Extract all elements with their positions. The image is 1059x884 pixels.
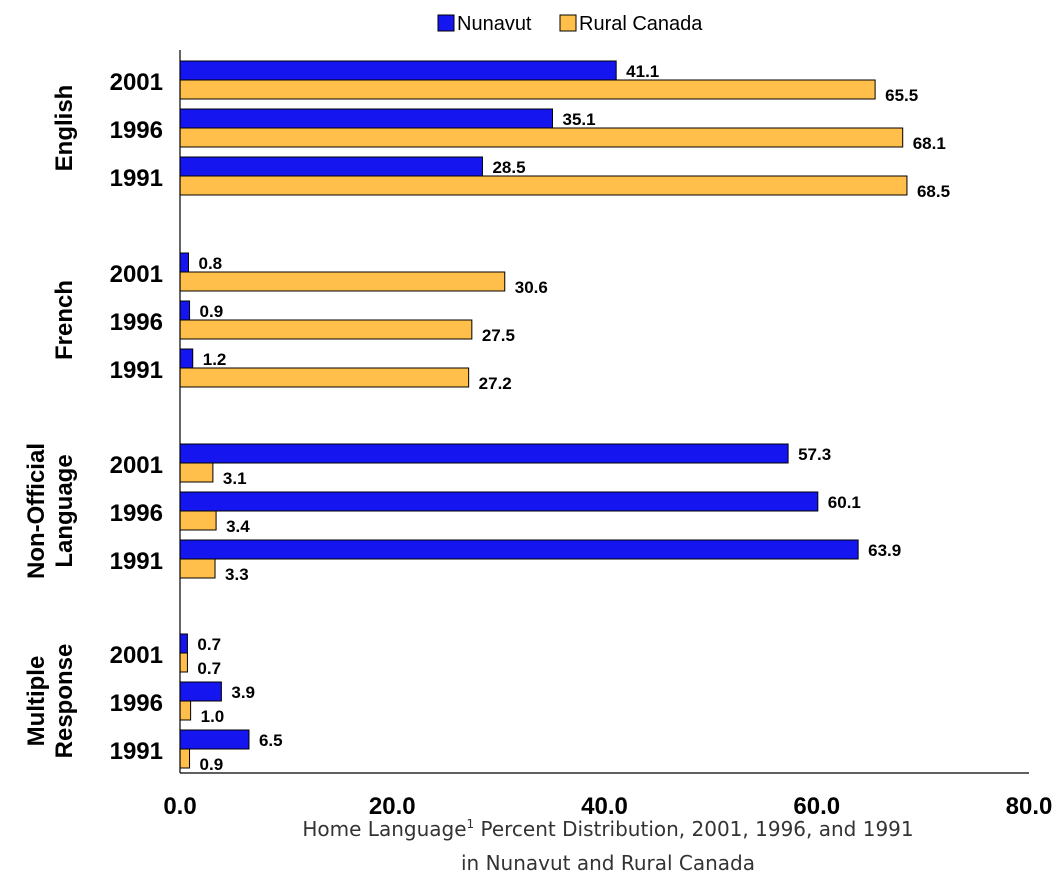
x-tick-label: 20.0 [369,793,416,820]
data-label: 0.7 [197,635,221,654]
group-label: English [51,85,78,172]
bar-nunavut [179,491,819,512]
caption-superscript: 1 [467,817,475,831]
bar-rural-canada [179,700,192,721]
group-label: MultipleResponse [23,644,78,759]
legend-swatch-1 [559,14,577,32]
data-label: 60.1 [828,493,861,512]
labels: 2001 41.1 65.5 1996 35.1 68.1 1991 28.5 68.5 Engl… [23,62,950,774]
data-label: 27.2 [479,374,512,393]
caption-line-2: in Nunavut and Rural Canada [461,851,755,875]
year-label: 1996 [110,690,163,717]
axes: 0.0 20.0 40.0 60.0 80.0 [163,50,1052,820]
year-label: 2001 [110,69,163,96]
bar-nunavut [179,60,617,81]
data-label: 0.9 [200,302,224,321]
group-label: Non-OfficialLanguage [23,443,78,579]
bar-rural-canada [179,652,188,673]
data-label: 3.9 [231,683,255,702]
bar-nunavut [179,156,483,177]
bar-rural-canada [179,79,876,100]
bar-rural-canada [179,367,470,388]
year-label: 1996 [110,500,163,527]
bar-nunavut [179,348,194,369]
year-label: 2001 [110,452,163,479]
x-tick-label: 80.0 [1006,793,1053,820]
year-label: 1991 [110,357,163,384]
year-label: 1991 [110,548,163,575]
data-label: 0.7 [197,659,221,678]
group-label: French [51,280,78,360]
data-label: 0.8 [198,254,222,273]
legend-swatch-0 [437,14,455,32]
data-label: 35.1 [562,110,595,129]
bar-nunavut [179,633,188,654]
legend-label-0: Nunavut [457,13,532,35]
year-label: 2001 [110,261,163,288]
year-label: 2001 [110,642,163,669]
year-label: 1991 [110,165,163,192]
bars [179,60,908,769]
bar-rural-canada [179,175,908,196]
legend: Nunavut Rural Canada [437,13,703,35]
data-label: 28.5 [492,158,525,177]
caption-line-1: Home Language1 Percent Distribution, 200… [302,817,913,841]
year-label: 1996 [110,117,163,144]
x-tick-label: 60.0 [793,793,840,820]
data-label: 1.2 [203,350,227,369]
bar-nunavut [179,108,553,129]
bar-nunavut [179,300,191,321]
bar-nunavut [179,539,859,560]
bar-nunavut [179,252,189,273]
data-label: 3.4 [226,517,250,536]
data-label: 3.3 [225,565,249,584]
x-tick-label: 0.0 [163,793,196,820]
x-tick-label: 40.0 [581,793,628,820]
data-label: 1.0 [201,707,225,726]
bar-rural-canada [179,510,217,531]
bar-rural-canada [179,558,216,579]
data-label: 68.5 [917,182,950,201]
data-label: 27.5 [482,326,515,345]
bar-nunavut [179,443,789,464]
data-label: 0.9 [200,755,224,774]
year-label: 1996 [110,309,163,336]
data-label: 65.5 [885,86,918,105]
data-label: 6.5 [259,731,283,750]
bar-nunavut [179,681,222,702]
data-label: 3.1 [223,469,247,488]
data-label: 57.3 [798,445,831,464]
bar-rural-canada [179,271,506,292]
bar-rural-canada [179,462,214,483]
data-label: 41.1 [626,62,659,81]
data-label: 68.1 [913,134,946,153]
bar-rural-canada [179,319,473,340]
year-label: 1991 [110,738,163,765]
data-label: 30.6 [515,278,548,297]
bar-nunavut [179,729,250,750]
bar-rural-canada [179,748,191,769]
bar-rural-canada [179,127,904,148]
legend-label-1: Rural Canada [579,13,703,35]
data-label: 63.9 [868,541,901,560]
